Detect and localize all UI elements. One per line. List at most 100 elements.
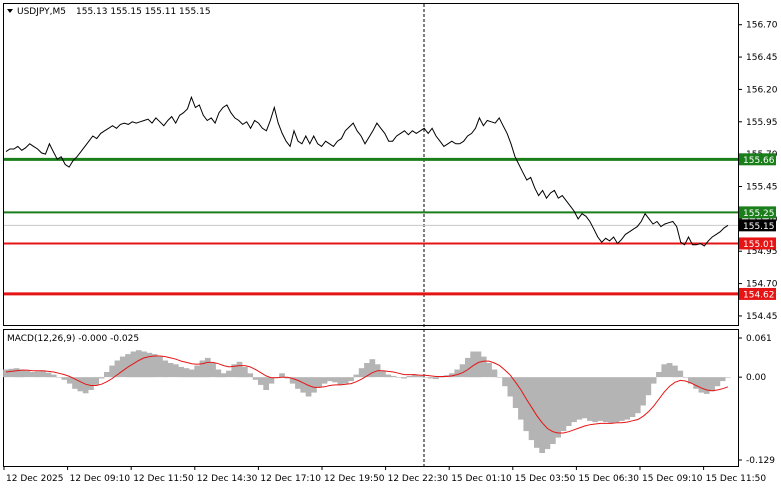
macd-bar: [258, 377, 264, 385]
macd-bar: [512, 377, 519, 408]
macd-bar: [629, 377, 636, 417]
macd-bar: [719, 377, 726, 382]
macd-bar: [332, 377, 338, 383]
macd-bar: [486, 363, 492, 378]
macd-bar: [204, 357, 211, 378]
macd-bar: [417, 375, 423, 378]
macd-bar: [199, 360, 206, 378]
macd-bar: [300, 377, 307, 393]
price-tick-label: 155.95: [746, 118, 778, 128]
macd-bar: [534, 377, 540, 448]
macd-bar: [13, 368, 20, 378]
macd-bar: [114, 360, 121, 378]
macd-bar: [587, 377, 593, 421]
macd-bar: [385, 374, 392, 378]
macd-bar: [709, 377, 715, 392]
price-tick-label: 156.45: [746, 53, 778, 63]
time-tick-label: 12 Dec 14:30: [197, 474, 258, 484]
macd-bar: [135, 350, 142, 378]
macd-bar: [396, 377, 402, 378]
time-tick-label: 12 Dec 11:50: [133, 474, 194, 484]
macd-bar: [162, 360, 169, 378]
macd-bar: [353, 374, 360, 378]
macd-tick-label: 0.061: [746, 334, 772, 344]
time-tick-label: 12 Dec 22:30: [388, 474, 449, 484]
price-tag: [739, 287, 776, 300]
macd-bar: [390, 375, 397, 378]
macd-bar: [104, 372, 110, 378]
macd-bar: [608, 377, 615, 424]
price-series-line: [5, 95, 729, 247]
macd-bar: [231, 364, 238, 378]
macd-bar: [167, 363, 174, 378]
macd-bar: [61, 377, 68, 380]
macd-bar: [411, 374, 418, 378]
macd-bar: [247, 373, 254, 378]
macd-bar: [45, 372, 52, 378]
time-tick-label: 15 Dec 06:30: [578, 474, 639, 484]
macd-bar: [8, 368, 15, 378]
macd-bar: [459, 364, 466, 378]
price-tags: 155.66 155.25 155.01 154.62 155.15: [739, 153, 776, 300]
macd-bar: [183, 368, 190, 378]
triangle-down-icon[interactable]: [7, 9, 13, 13]
price-tag-label: 155.01: [743, 240, 775, 250]
macd-bar: [619, 377, 625, 421]
price-tick-label: 155.45: [746, 183, 778, 193]
time-tick-label: 12 Dec 09:10: [70, 474, 131, 484]
macd-bar: [66, 377, 73, 384]
ohlc-values: 155.13 155.15 155.11 155.15: [76, 7, 211, 17]
macd-bar: [454, 369, 461, 378]
price-line: [5, 95, 729, 247]
time-tick-label: 12 Dec 17:10: [260, 474, 321, 484]
macd-bar: [480, 356, 487, 378]
time-tick-label: 15 Dec 01:10: [451, 474, 512, 484]
macd-bar: [427, 377, 434, 379]
macd-bar: [215, 369, 222, 378]
macd-bar: [178, 366, 184, 378]
macd-bar: [289, 377, 296, 384]
macd-bar: [364, 363, 370, 378]
price-tick-label: 154.70: [746, 280, 778, 290]
macd-bar: [29, 372, 36, 378]
macd-bar: [279, 373, 285, 378]
macd-bar: [236, 361, 243, 378]
macd-bar: [173, 364, 179, 378]
macd-bar: [348, 377, 354, 382]
macd-bar: [565, 377, 572, 426]
price-pane[interactable]: [3, 3, 739, 326]
macd-bar: [544, 377, 551, 450]
macd-bar: [125, 354, 131, 378]
price-tick-label: 156.70: [746, 21, 778, 31]
price-tag-label: 154.62: [743, 290, 775, 300]
macd-bar: [3, 369, 9, 378]
macd-bar: [698, 377, 705, 393]
macd-bar: [305, 377, 312, 397]
macd-bar: [449, 373, 455, 378]
macd-bar: [650, 377, 657, 384]
price-tick-label: 154.45: [746, 312, 778, 322]
macd-bar: [656, 372, 662, 378]
time-tick-label: 15 Dec 03:50: [515, 474, 576, 484]
macd-bar: [576, 377, 583, 420]
macd-bar: [146, 352, 153, 378]
macd-bar: [151, 354, 158, 378]
macd-bar: [475, 351, 482, 378]
time-tick-label: 15 Dec 11:50: [706, 474, 767, 484]
macd-bar: [210, 363, 216, 378]
macd-bar: [661, 364, 668, 378]
macd-label: MACD(12,26,9) -0.000 -0.025: [7, 334, 139, 344]
support-resistance-levels: [4, 157, 738, 296]
macd-bar: [40, 370, 46, 378]
macd-tick-label: -0.129: [746, 456, 775, 466]
macd-bar: [130, 351, 137, 378]
macd-bar: [438, 377, 445, 378]
macd-bar: [109, 365, 115, 378]
price-tag-label: 155.25: [743, 209, 775, 219]
macd-bar: [433, 377, 439, 380]
macd-tick-label: 0.00: [746, 373, 766, 383]
macd-bar: [82, 377, 89, 394]
macd-bar: [666, 363, 673, 378]
price-tag: [739, 153, 776, 166]
